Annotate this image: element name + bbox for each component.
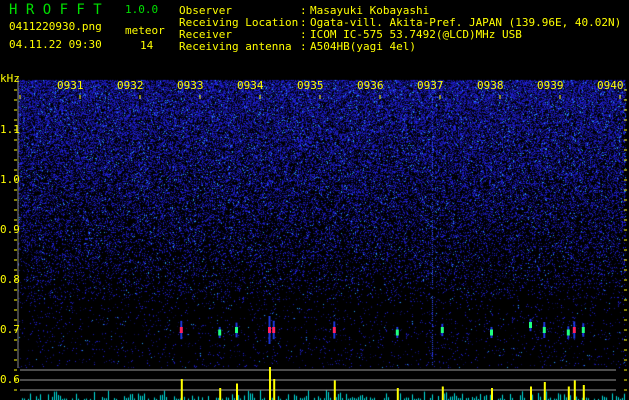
meteor-echo xyxy=(566,329,570,336)
x-tick-label: 0935 xyxy=(297,79,324,92)
x-tick-label: 0933 xyxy=(177,79,204,92)
meteor-echo xyxy=(268,327,271,333)
meteor-count-bar xyxy=(582,385,585,400)
meteor-count-bar xyxy=(573,380,576,400)
y-tick-label: 0.7 xyxy=(0,323,20,336)
info-label: Receiver xyxy=(179,28,232,41)
meteor-echo xyxy=(572,327,576,333)
meteor-echo xyxy=(542,327,546,333)
meteor-echo xyxy=(179,327,183,333)
meteor-count-bar xyxy=(441,386,444,400)
filename: 0411220930.png xyxy=(9,20,102,33)
info-value: Masayuki Kobayashi xyxy=(310,4,430,17)
y-tick-label: 0.8 xyxy=(0,273,20,286)
meteor-count-bar xyxy=(333,380,336,400)
app-name: H R O F F T xyxy=(9,2,102,18)
x-tick-label: 0936 xyxy=(357,79,384,92)
info-sep: : xyxy=(300,16,307,29)
info-value: ICOM IC-575 53.7492(@LCD)MHz USB xyxy=(310,28,522,41)
meteor-echo xyxy=(581,327,585,333)
meteor-count-bar xyxy=(236,383,238,400)
x-tick-label: 0931 xyxy=(57,79,84,92)
y-tick-label: 1.1 xyxy=(0,123,20,136)
info-value: Ogata-vill. Akita-Pref. JAPAN (139.96E, … xyxy=(310,16,622,29)
meteor-count-bar xyxy=(269,367,271,400)
y-axis-label: kHz xyxy=(0,72,20,85)
app-version: 1.0.0 xyxy=(125,3,159,16)
meteor-count-bar xyxy=(396,388,399,400)
meteor-count-bar xyxy=(273,379,276,400)
y-tick-label: 0.6 xyxy=(0,373,20,386)
info-label: Receiving Location xyxy=(179,16,299,29)
x-tick-label: 0940 xyxy=(597,79,624,92)
meteor-count-bar xyxy=(543,382,546,400)
meteor-echo xyxy=(272,327,276,333)
meteor-echo xyxy=(218,329,222,336)
meteor-count-bar xyxy=(530,386,532,400)
info-value: A504HB(yagi 4el) xyxy=(310,40,416,53)
info-sep: : xyxy=(300,4,307,17)
x-tick-label: 0937 xyxy=(417,79,444,92)
x-tick-label: 0934 xyxy=(237,79,264,92)
meteor-count-bar xyxy=(180,379,183,400)
y-tick-label: 0.9 xyxy=(0,223,20,236)
meteor-echo xyxy=(395,329,399,336)
x-tick-label: 0938 xyxy=(477,79,504,92)
x-tick-label: 0932 xyxy=(117,79,144,92)
meteor-echo xyxy=(332,327,336,333)
x-tick-label: 0939 xyxy=(537,79,564,92)
meteor-count-bar xyxy=(567,386,570,400)
meteor-echo xyxy=(440,327,444,333)
meteor-count-bar xyxy=(491,388,493,400)
meteor-echo xyxy=(490,329,493,336)
info-label: Receiving antenna xyxy=(179,40,292,53)
meteor-echo xyxy=(529,322,532,328)
meteor-count-bar xyxy=(219,388,222,400)
meteor-label: meteor xyxy=(125,24,165,37)
info-sep: : xyxy=(300,28,307,41)
y-tick-label: 1.0 xyxy=(0,173,20,186)
info-label: Observer xyxy=(179,4,232,17)
info-sep: : xyxy=(300,40,307,53)
datetime: 04.11.22 09:30 xyxy=(9,38,102,51)
meteor-count: 14 xyxy=(140,39,154,52)
meteor-echo xyxy=(235,327,238,333)
